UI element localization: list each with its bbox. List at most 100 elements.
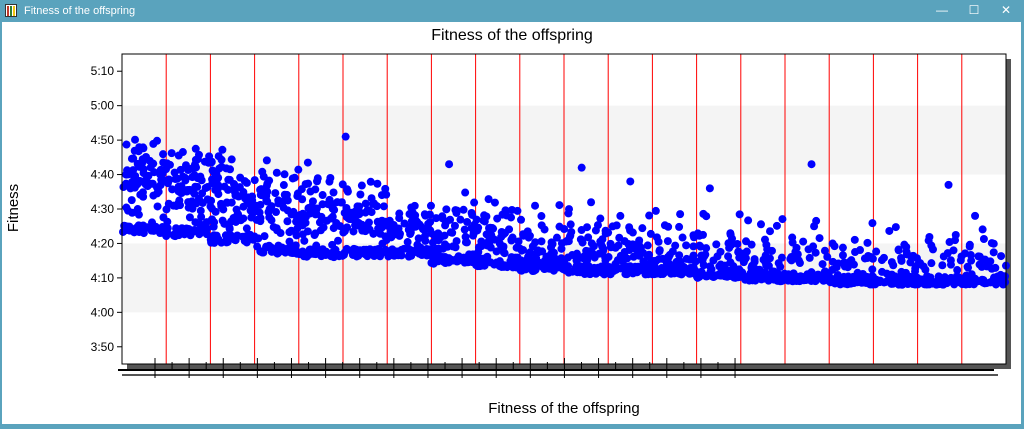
data-point xyxy=(297,185,306,194)
data-point xyxy=(289,207,298,216)
data-point xyxy=(971,274,980,283)
data-point xyxy=(664,258,673,267)
data-point xyxy=(361,224,370,233)
data-point xyxy=(776,262,785,271)
data-point xyxy=(524,233,533,242)
data-point xyxy=(366,177,375,186)
data-point xyxy=(219,205,228,214)
data-point xyxy=(379,202,388,211)
data-point xyxy=(301,218,310,227)
data-point xyxy=(226,231,235,240)
data-point xyxy=(414,234,423,243)
data-point xyxy=(452,237,461,246)
y-tick-label: 4:00 xyxy=(91,305,115,319)
app-icon xyxy=(5,4,17,17)
data-point xyxy=(531,201,540,210)
data-point xyxy=(214,190,223,199)
data-point xyxy=(991,263,1000,272)
data-point xyxy=(329,188,338,197)
data-point xyxy=(164,199,173,208)
data-point xyxy=(355,221,364,230)
data-point xyxy=(313,177,322,186)
x-axis-label: Fitness of the offspring xyxy=(488,400,639,417)
data-point xyxy=(578,238,587,247)
data-point xyxy=(344,214,353,223)
data-point xyxy=(462,238,471,247)
data-point xyxy=(240,177,249,186)
data-point xyxy=(638,224,647,233)
data-point xyxy=(564,209,573,218)
data-point xyxy=(163,217,172,226)
data-point xyxy=(924,274,933,283)
data-point xyxy=(432,214,441,223)
data-point xyxy=(406,246,415,255)
data-point xyxy=(294,165,303,174)
y-tick-label: 3:50 xyxy=(91,340,115,354)
window-title: Fitness of the offspring xyxy=(24,5,136,17)
close-button[interactable]: ✕ xyxy=(1000,3,1012,17)
data-point xyxy=(649,256,658,265)
data-point xyxy=(451,243,460,252)
data-point xyxy=(497,227,506,236)
maximize-button[interactable]: ☐ xyxy=(968,3,980,17)
data-point xyxy=(784,270,793,279)
data-point xyxy=(740,249,749,258)
data-point xyxy=(499,248,508,257)
data-point xyxy=(389,250,398,259)
data-point xyxy=(763,260,772,269)
data-point xyxy=(501,206,510,215)
chart-area: Fitness of the offspring Fitness of the … xyxy=(2,22,1021,424)
data-point xyxy=(340,248,349,257)
data-point xyxy=(125,222,134,231)
data-point xyxy=(500,261,509,270)
data-point xyxy=(183,185,192,194)
data-point xyxy=(712,240,721,249)
data-point xyxy=(432,244,441,253)
data-point xyxy=(456,215,465,224)
data-point xyxy=(818,260,827,269)
data-point xyxy=(689,251,698,260)
data-point xyxy=(971,211,980,220)
data-point xyxy=(775,275,784,284)
data-point xyxy=(127,196,136,205)
data-point xyxy=(292,217,301,226)
data-point xyxy=(153,202,162,211)
data-point xyxy=(403,238,412,247)
data-point xyxy=(724,252,733,261)
data-point xyxy=(174,187,183,196)
data-point xyxy=(757,270,766,279)
data-point xyxy=(965,240,974,249)
data-point xyxy=(151,222,160,231)
data-point xyxy=(207,196,216,205)
data-point xyxy=(543,252,552,261)
data-point xyxy=(766,227,775,236)
data-point xyxy=(525,264,534,273)
data-point xyxy=(795,277,804,286)
data-point xyxy=(626,226,635,235)
data-point xyxy=(463,217,472,226)
minimize-button[interactable]: — xyxy=(936,3,948,17)
data-point xyxy=(877,256,886,265)
data-point xyxy=(263,243,272,252)
data-point xyxy=(788,233,797,242)
data-point xyxy=(385,216,394,225)
data-point xyxy=(307,202,316,211)
data-point xyxy=(134,210,143,219)
data-point xyxy=(139,164,148,173)
title-bar[interactable]: Fitness of the offspring — ☐ ✕ xyxy=(0,0,1024,22)
data-point xyxy=(645,211,654,220)
data-point xyxy=(997,252,1006,261)
data-point xyxy=(750,257,759,266)
data-point xyxy=(180,229,189,238)
data-point xyxy=(218,145,227,154)
data-point xyxy=(167,149,176,158)
data-point xyxy=(400,219,409,228)
data-point xyxy=(597,268,606,277)
data-point xyxy=(862,278,871,287)
data-point xyxy=(632,245,641,254)
data-point xyxy=(470,198,479,207)
data-point xyxy=(197,212,206,221)
data-point xyxy=(552,233,561,242)
data-point xyxy=(903,279,912,288)
data-point xyxy=(850,277,859,286)
